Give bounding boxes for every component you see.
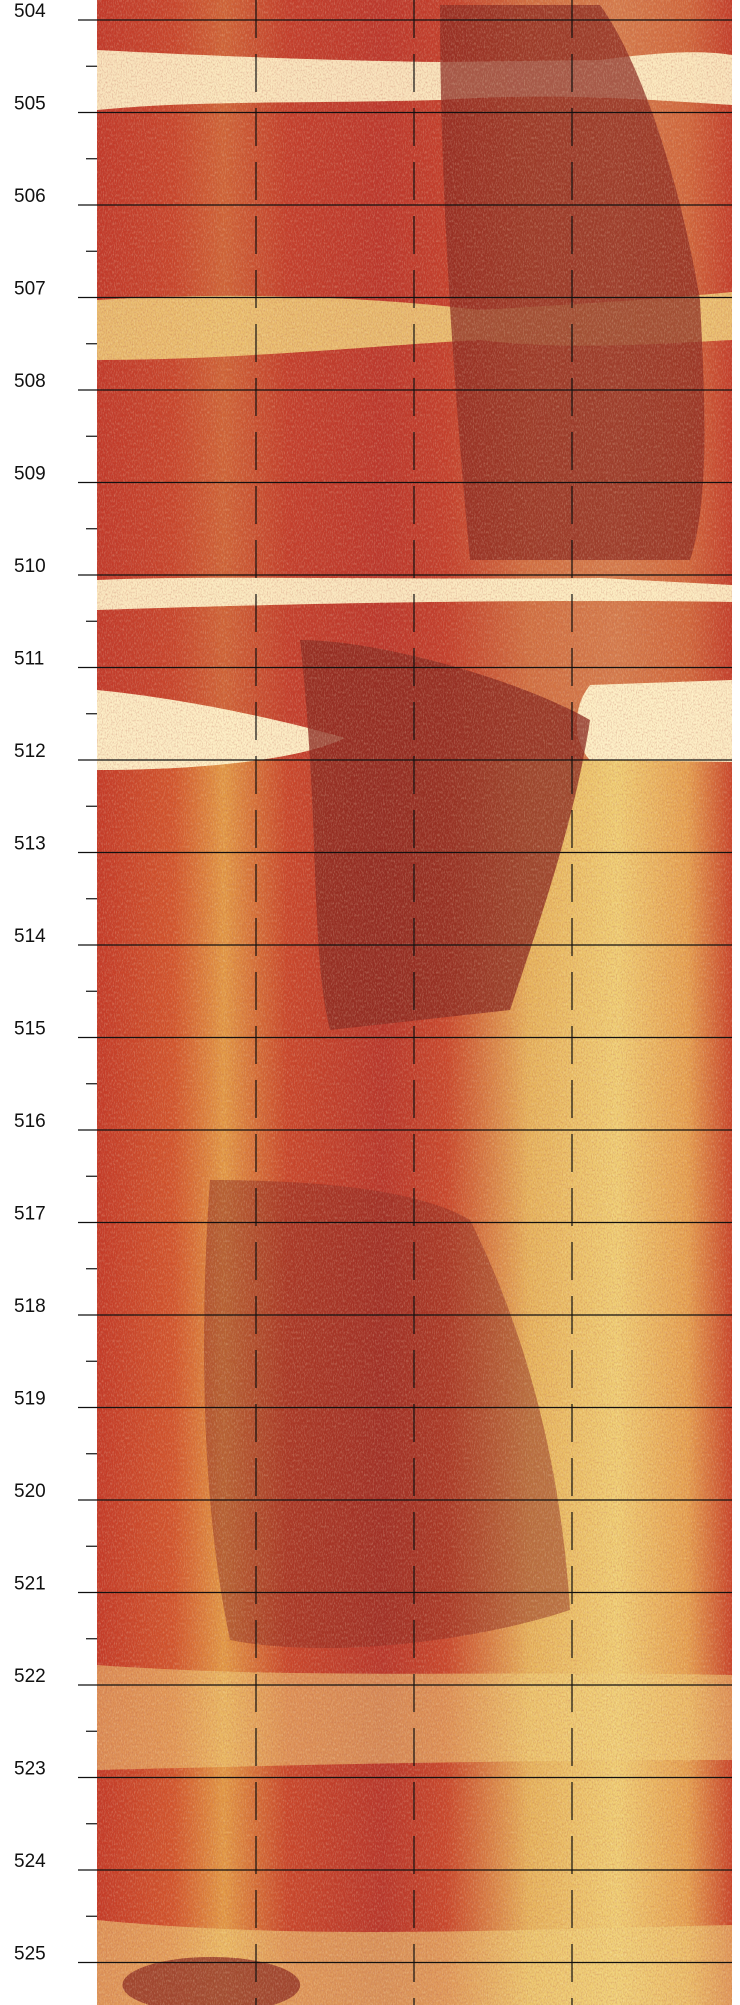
depth-label: 521 [14, 1574, 46, 1595]
depth-label: 516 [14, 1111, 46, 1132]
depth-label: 522 [14, 1666, 46, 1687]
depth-label: 519 [14, 1389, 46, 1410]
depth-label: 513 [14, 834, 46, 855]
depth-label: 504 [14, 1, 46, 22]
depth-label: 512 [14, 741, 46, 762]
depth-label: 507 [14, 279, 46, 300]
depth-label: 508 [14, 371, 46, 392]
depth-label: 517 [14, 1204, 46, 1225]
depth-label: 509 [14, 464, 46, 485]
depth-label: 505 [14, 94, 46, 115]
depth-label: 510 [14, 556, 46, 577]
depth-label: 520 [14, 1481, 46, 1502]
depth-label: 523 [14, 1759, 46, 1780]
depth-label: 511 [14, 649, 44, 670]
depth-label: 524 [14, 1851, 46, 1872]
depth-label: 525 [14, 1944, 46, 1965]
depth-label: 518 [14, 1296, 46, 1317]
depth-label: 515 [14, 1019, 46, 1040]
depth-label: 514 [14, 926, 46, 947]
depth-label: 506 [14, 186, 46, 207]
